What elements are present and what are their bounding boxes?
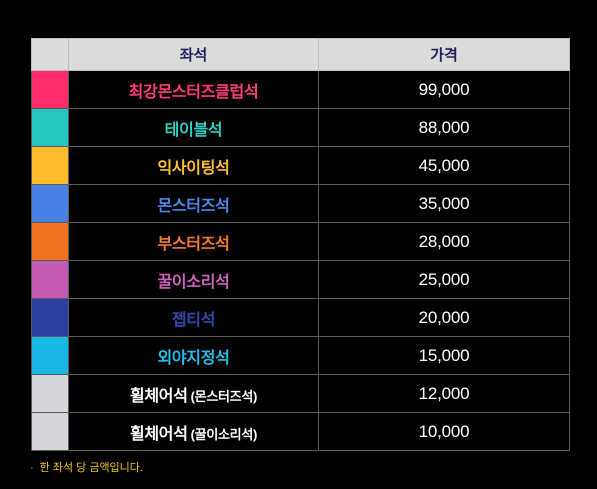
seat-color-swatch xyxy=(31,374,69,413)
seat-price: 25,000 xyxy=(318,260,570,299)
seat-name-cell: 부스터즈석 xyxy=(68,222,319,261)
table-header-row: 좌석 가격 xyxy=(31,38,570,71)
seat-price: 20,000 xyxy=(318,298,570,337)
seat-color-swatch xyxy=(31,146,69,185)
seat-name: 꿀이소리석 xyxy=(157,273,230,291)
seat-name: 휠체어석 xyxy=(129,387,188,405)
table-row: 휠체어석 (꿀이소리석) 10,000 xyxy=(31,412,570,451)
table-row: 몬스터즈석 35,000 xyxy=(31,184,570,223)
seat-name: 외야지정석 xyxy=(157,349,230,367)
seat-color-swatch xyxy=(31,412,69,451)
seat-name: 테이블석 xyxy=(164,121,223,139)
seat-name-sub: (꿀이소리석) xyxy=(190,426,258,442)
seat-price-table: 좌석 가격 최강몬스터즈클럽석 99,000 테이블석 88,000 익사이팅석 45,0… xyxy=(31,38,570,451)
seat-name: 몬스터즈석 xyxy=(157,197,230,215)
header-swatch-cell xyxy=(31,38,69,71)
seat-price: 88,000 xyxy=(318,108,570,147)
header-price: 가격 xyxy=(318,38,570,71)
seat-name-cell: 최강몬스터즈클럽석 xyxy=(68,70,319,109)
seat-name-cell: 젭티석 xyxy=(68,298,319,337)
seat-name: 최강몬스터즈클럽석 xyxy=(128,83,259,101)
table-row: 테이블석 88,000 xyxy=(31,108,570,147)
seat-name-cell: 휠체어석 (몬스터즈석) xyxy=(68,374,319,413)
seat-price: 12,000 xyxy=(318,374,570,413)
table-row: 휠체어석 (몬스터즈석) 12,000 xyxy=(31,374,570,413)
seat-price: 28,000 xyxy=(318,222,570,261)
footnote-bullet: · xyxy=(30,462,34,474)
seat-price: 35,000 xyxy=(318,184,570,223)
seat-color-swatch xyxy=(31,298,69,337)
seat-price: 10,000 xyxy=(318,412,570,451)
seat-color-swatch xyxy=(31,108,69,147)
seat-color-swatch xyxy=(31,260,69,299)
footnote-text: 한 좌석 당 금액입니다. xyxy=(39,462,143,474)
seat-name: 부스터즈석 xyxy=(157,235,230,253)
seat-name-cell: 익사이팅석 xyxy=(68,146,319,185)
seat-color-swatch xyxy=(31,70,69,109)
seat-name: 젭티석 xyxy=(171,311,216,329)
seat-color-swatch xyxy=(31,336,69,375)
table-row: 꿀이소리석 25,000 xyxy=(31,260,570,299)
seat-price: 15,000 xyxy=(318,336,570,375)
seat-name: 익사이팅석 xyxy=(157,159,230,177)
seat-name-cell: 몬스터즈석 xyxy=(68,184,319,223)
header-seat: 좌석 xyxy=(68,38,319,71)
footnote: · 한 좌석 당 금액입니다. xyxy=(30,459,143,475)
table-row: 젭티석 20,000 xyxy=(31,298,570,337)
seat-price: 45,000 xyxy=(318,146,570,185)
table-row: 외야지정석 15,000 xyxy=(31,336,570,375)
seat-color-swatch xyxy=(31,184,69,223)
seat-name-cell: 테이블석 xyxy=(68,108,319,147)
table-body: 최강몬스터즈클럽석 99,000 테이블석 88,000 익사이팅석 45,000 몬스터즈… xyxy=(31,70,570,451)
seat-name-cell: 꿀이소리석 xyxy=(68,260,319,299)
seat-name: 휠체어석 xyxy=(129,425,188,443)
table-row: 최강몬스터즈클럽석 99,000 xyxy=(31,70,570,109)
table-row: 익사이팅석 45,000 xyxy=(31,146,570,185)
table-row: 부스터즈석 28,000 xyxy=(31,222,570,261)
seat-name-cell: 휠체어석 (꿀이소리석) xyxy=(68,412,319,451)
seat-price: 99,000 xyxy=(318,70,570,109)
seat-color-swatch xyxy=(31,222,69,261)
seat-name-cell: 외야지정석 xyxy=(68,336,319,375)
seat-name-sub: (몬스터즈석) xyxy=(190,388,258,404)
